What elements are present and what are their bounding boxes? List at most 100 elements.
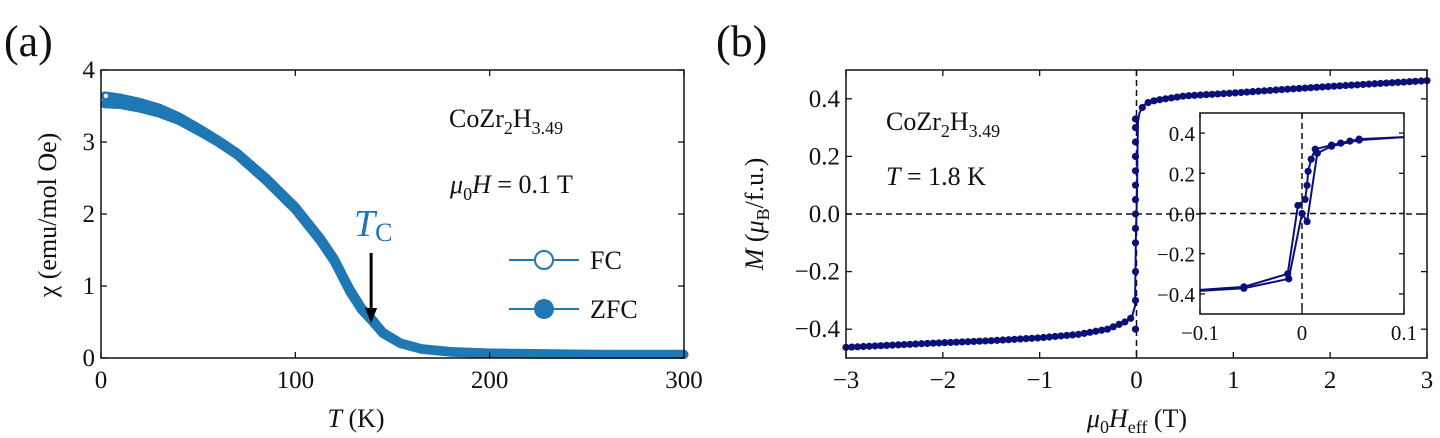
inset-x-tick-label: −0.1: [1181, 321, 1219, 345]
inset-data-point: [1301, 195, 1309, 204]
data-point: [1243, 88, 1251, 96]
inset-data-point: [1303, 181, 1311, 189]
data-point: [1131, 268, 1140, 276]
panel-b-series-group: [842, 77, 1431, 351]
data-point: [894, 341, 902, 349]
legend-entry-fc[interactable]: FC: [509, 246, 622, 275]
data-point: [941, 339, 949, 347]
data-point: [1214, 90, 1222, 98]
data-point: [1179, 92, 1187, 100]
data-point: [1131, 152, 1140, 160]
legend: FC ZFC: [509, 246, 638, 324]
data-point: [1336, 82, 1344, 90]
panel-b-temperature-annotation: T = 1.8 K: [886, 162, 986, 191]
data-point: [1330, 82, 1338, 90]
inset-x-tick-label: 0: [1297, 321, 1308, 345]
data-point: [1249, 88, 1257, 96]
panel-a-x-tick-label: 100: [277, 367, 315, 394]
data-point: [883, 341, 891, 350]
data-point: [999, 336, 1007, 344]
legend-fc-label: FC: [590, 246, 622, 275]
data-point: [1191, 91, 1199, 99]
legend-entry-zfc[interactable]: ZFC: [509, 295, 638, 324]
panel-b-y-tick-label: −0.2: [795, 259, 840, 286]
data-point: [1161, 95, 1170, 103]
data-point: [1185, 92, 1193, 100]
inset-data-point: [1355, 136, 1363, 144]
panel-a-series-group: [100, 91, 689, 359]
data-point: [888, 341, 897, 349]
data-point: [923, 339, 931, 348]
data-point: [958, 338, 966, 346]
data-point: [1131, 296, 1140, 304]
data-point: [1254, 87, 1263, 95]
data-point: [848, 343, 856, 351]
data-point: [1131, 181, 1140, 189]
data-point: [1131, 124, 1140, 132]
data-point: [1202, 91, 1210, 99]
inset-data-point: [1327, 142, 1336, 150]
series-zfc-line: [100, 99, 689, 359]
data-point: [865, 342, 873, 350]
panel-a-compound-annotation: CoZr2H3.49: [449, 104, 563, 138]
data-point: [859, 342, 868, 351]
panel-b-compound-annotation: CoZr2H3.49: [886, 107, 1000, 141]
tc-arrow: [365, 253, 378, 323]
data-point: [1144, 98, 1152, 107]
panel-b-x-axis-label: μ0Heff (T): [1086, 404, 1187, 437]
data-point: [1231, 89, 1239, 97]
data-point: [1417, 77, 1425, 85]
data-point: [1382, 79, 1390, 87]
data-point: [1156, 96, 1164, 104]
inset-data-point: [1285, 275, 1293, 283]
data-point: [1063, 331, 1071, 340]
panel-a-x-tick-label: 300: [665, 367, 703, 394]
inset: −0.1 0 0.1 −0.4 −0.2 0.0 0.2 0.4: [1157, 112, 1417, 345]
data-point: [1173, 93, 1181, 101]
data-point: [1150, 97, 1158, 105]
panel-a-y-tick-label: 3: [83, 129, 96, 156]
data-point: [1074, 330, 1082, 338]
data-point: [1131, 115, 1140, 123]
data-point: [1400, 78, 1408, 86]
panel-a-label: (a): [4, 17, 53, 66]
data-point: [976, 337, 984, 345]
panel-b-y-tick-label: 0.0: [809, 201, 840, 228]
panel-b-ticks: −3 −2 −1 0 1 2 3 −0.4 −0.2 0.0 0.2 0.4: [795, 70, 1433, 394]
data-point: [1068, 331, 1077, 339]
data-point: [1225, 89, 1234, 97]
panel-b-x-tick-label: 2: [1324, 367, 1337, 394]
panel-a: (a) 0 100 200 300 0 1 2 3 4 CoZr2H3.49 μ0H = 0.1…: [4, 17, 703, 433]
data-point: [917, 340, 926, 348]
data-point: [1131, 224, 1140, 232]
data-point: [1196, 91, 1205, 99]
data-point: [1098, 326, 1106, 334]
fc-open-marker: [103, 93, 109, 99]
data-point: [1034, 334, 1042, 342]
legend-zfc-marker-filled-circle: [534, 299, 554, 319]
tc-label: TC: [354, 203, 392, 247]
panel-b-x-tick-label: −3: [833, 367, 860, 394]
inset-x-tick-label: 0.1: [1391, 321, 1417, 345]
data-point: [1131, 239, 1140, 247]
inset-y-tick-label: 0.0: [1169, 203, 1195, 227]
inset-data-point: [1307, 155, 1315, 163]
data-point: [1353, 81, 1361, 89]
panel-a-ticks: 0 100 200 300 0 1 2 3 4: [83, 57, 703, 394]
data-point: [1359, 80, 1367, 89]
data-point: [970, 337, 978, 346]
inset-y-tick-label: 0.4: [1169, 122, 1196, 146]
data-point: [1057, 332, 1065, 340]
data-point: [1028, 334, 1036, 342]
inset-data-point: [1304, 167, 1312, 175]
data-point: [1301, 84, 1309, 92]
panel-a-y-tick-label: 2: [83, 201, 96, 228]
panel-b-y-tick-label: −0.4: [795, 316, 841, 343]
data-point: [1167, 94, 1175, 102]
data-point: [1260, 87, 1268, 95]
data-point: [1131, 138, 1140, 146]
data-point: [1131, 167, 1140, 175]
data-point: [981, 337, 990, 345]
inset-data-point: [1294, 201, 1302, 210]
